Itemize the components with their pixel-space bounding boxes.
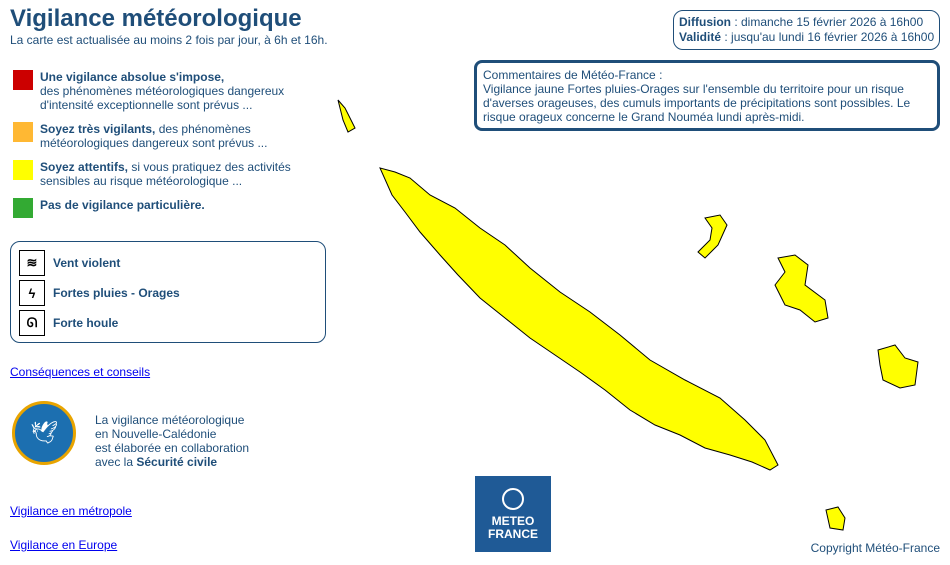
map-region-lifou[interactable]	[774, 254, 829, 323]
map-region-grande-terre[interactable]	[379, 167, 779, 471]
legend-text: Soyez très vigilants, des phénomènes mét…	[40, 122, 295, 150]
legend-desc: des phénomènes météorologiques dangereux…	[40, 84, 285, 112]
diffusion-label: Diffusion	[679, 15, 731, 29]
waves-icon: ᘏ	[19, 310, 45, 336]
securite-civile-text: La vigilance météorologique en Nouvelle-…	[95, 413, 249, 469]
text-line: La vigilance météorologique	[95, 413, 245, 427]
metropole-link[interactable]: Vigilance en métropole	[10, 504, 132, 518]
legend-row: Pas de vigilance particulière.	[13, 198, 295, 218]
legend-bold: Soyez très vigilants,	[40, 122, 156, 136]
map-region-ile-des-pins[interactable]	[825, 506, 846, 531]
map-region-ouvea[interactable]	[697, 214, 728, 259]
comments-box: Commentaires de Météo-France : Vigilance…	[474, 60, 940, 131]
map-region-belep[interactable]	[337, 99, 356, 133]
legend-desc: des phénomènes météorologiques dangereux…	[40, 122, 268, 150]
phenomenon-label: Fortes pluies - Orages	[53, 286, 180, 300]
page-title: Vigilance météorologique	[10, 5, 302, 32]
wind-sock-icon: ≋	[19, 250, 45, 276]
legend-text: Pas de vigilance particulière.	[40, 198, 295, 218]
color-swatch	[13, 122, 33, 142]
europe-link[interactable]: Vigilance en Europe	[10, 538, 118, 552]
comments-text: Vigilance jaune Fortes pluies-Orages sur…	[483, 82, 911, 124]
legend-row: Soyez attentifs, si vous pratiquez des a…	[13, 160, 295, 188]
color-swatch	[13, 198, 33, 218]
legend-row: Une vigilance absolue s'impose, des phéno…	[13, 70, 295, 112]
rain-storm-icon: ϟ	[19, 280, 45, 306]
meteo-france-logo: METEO FRANCE	[475, 476, 551, 552]
legend-bold: Pas de vigilance particulière.	[40, 198, 205, 212]
text-line: en Nouvelle-Calédonie	[95, 427, 217, 441]
phenomenon-waves: ᘏ Forte houle	[19, 308, 325, 338]
phenomenon-wind: ≋ Vent violent	[19, 248, 325, 278]
consequences-link[interactable]: Conséquences et conseils	[10, 365, 151, 379]
text-line: avec la	[95, 455, 137, 469]
legend-bold: Une vigilance absolue s'impose,	[40, 70, 225, 84]
legend-desc: si vous pratiquez des activités sensible…	[40, 160, 291, 188]
securite-civile-logo: 🕊	[12, 401, 76, 465]
validite-value: : jusqu'au lundi 16 février 2026 à 16h00	[721, 30, 935, 44]
logo-text: FRANCE	[488, 527, 538, 541]
phenomenon-rain: ϟ Fortes pluies - Orages	[19, 278, 325, 308]
legend-text: Une vigilance absolue s'impose, des phéno…	[40, 70, 295, 112]
text-line: est élaborée en collaboration	[95, 441, 250, 455]
securite-civile-name: Sécurité civile	[136, 455, 218, 469]
page-subtitle: La carte est actualisée au moins 2 fois …	[10, 33, 328, 47]
logo-text: METEO	[491, 514, 535, 528]
diffusion-value: : dimanche 15 février 2026 à 16h00	[731, 15, 924, 29]
legend-row: Soyez très vigilants, des phénomènes mét…	[13, 122, 295, 150]
comments-title: Commentaires de Météo-France :	[483, 68, 663, 82]
legend-text: Soyez attentifs, si vous pratiquez des a…	[40, 160, 295, 188]
color-swatch	[13, 70, 33, 90]
validity-box: Diffusion : dimanche 15 février 2026 à 1…	[673, 10, 941, 50]
header: Vigilance météorologique La carte est ac…	[10, 5, 328, 47]
meteo-france-emblem-icon	[502, 488, 524, 510]
copyright: Copyright Météo-France	[810, 541, 940, 555]
legend-bold: Soyez attentifs,	[40, 160, 129, 174]
validite-label: Validité	[679, 30, 722, 44]
color-swatch	[13, 160, 33, 180]
map-region-mare[interactable]	[877, 344, 919, 389]
phenomenon-label: Vent violent	[53, 256, 121, 270]
phenomenon-label: Forte houle	[53, 316, 119, 330]
